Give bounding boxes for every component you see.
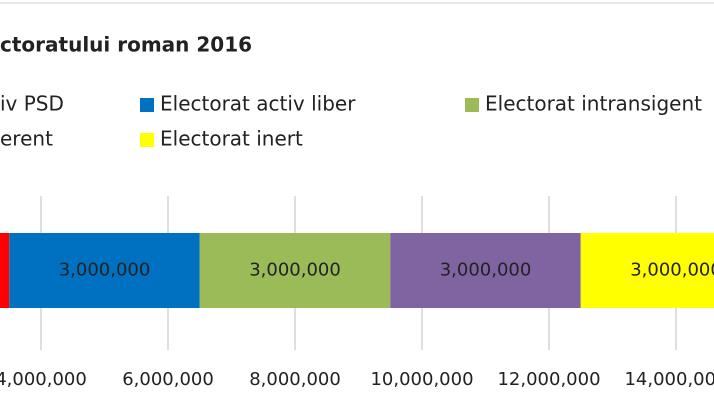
legend-label: Electorat activ liber <box>160 92 356 116</box>
x-tick-label: 10,000,000 <box>370 369 473 390</box>
bar-segment <box>390 233 581 308</box>
chart-title: ctoratului roman 2016 <box>0 33 252 57</box>
legend-label: erent <box>0 127 53 151</box>
bar-segment <box>9 233 200 308</box>
x-tick-label: 4,000,000 <box>0 369 87 390</box>
bar-segment <box>580 233 714 308</box>
legend-swatch <box>140 98 154 112</box>
data-label: 3,000,000 <box>249 260 341 281</box>
bar-segment <box>199 233 391 308</box>
bar-segment <box>0 233 10 308</box>
legend-swatch <box>465 98 479 112</box>
x-tick-label: 12,000,000 <box>497 369 600 390</box>
data-label: 3,000,000 <box>59 260 151 281</box>
legend-label: Electorat inert <box>160 127 303 151</box>
x-tick-label: 14,000,000 <box>624 369 714 390</box>
legend-swatch <box>140 133 154 147</box>
legend-label: iv PSD <box>0 92 64 116</box>
data-label: 3,000,000 <box>440 260 532 281</box>
x-tick-label: 8,000,000 <box>249 369 341 390</box>
legend-label: Electorat intransigent <box>485 92 702 116</box>
data-label: 3,000,000 <box>630 260 714 281</box>
x-tick-label: 6,000,000 <box>122 369 214 390</box>
